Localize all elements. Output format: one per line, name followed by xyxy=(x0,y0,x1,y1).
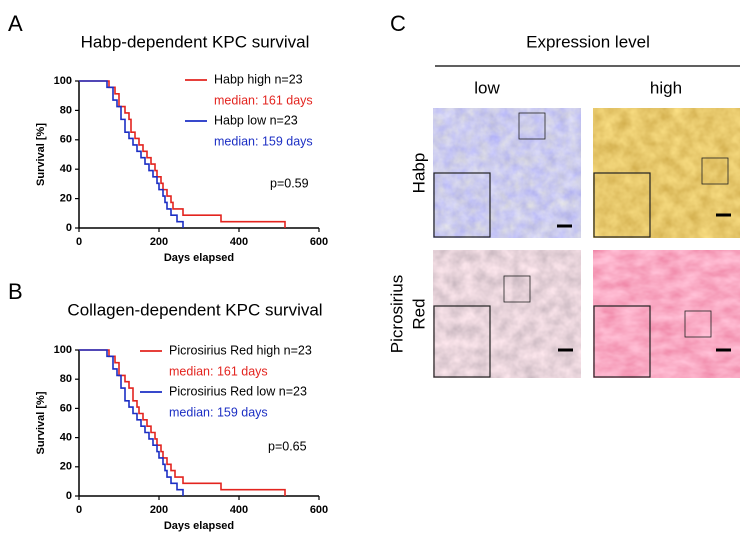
panel-title: Expression level xyxy=(526,32,650,51)
y-tick-label: 20 xyxy=(60,193,72,205)
survival-curve xyxy=(79,349,286,496)
x-tick-label: 400 xyxy=(230,504,248,516)
y-tick-label: 40 xyxy=(60,163,72,175)
median-note: median: 159 days xyxy=(214,134,313,148)
x-tick-label: 600 xyxy=(310,504,328,516)
legend-label: Habp low n=23 xyxy=(214,113,298,127)
y-tick-label: 60 xyxy=(60,402,72,414)
y-tick-label: 80 xyxy=(60,104,72,116)
y-tick-label: 100 xyxy=(54,75,72,87)
legend-label: Picrosirius Red low n=23 xyxy=(169,384,307,398)
x-tick-label: 0 xyxy=(76,236,82,248)
x-tick-label: 200 xyxy=(150,236,168,248)
survival-curve xyxy=(79,349,184,496)
panel-label: B xyxy=(8,279,23,304)
chart-title: Habp-dependent KPC survival xyxy=(81,32,310,51)
y-tick-label: 0 xyxy=(66,222,72,234)
x-axis-label: Days elapsed xyxy=(164,252,234,264)
panel-label: C xyxy=(390,11,406,36)
y-tick-label: 100 xyxy=(54,344,72,356)
charts: Habp-dependent KPC survival 0 20 40 60 80 100 0… xyxy=(35,32,328,531)
y-axis-label: Survival [%] xyxy=(35,391,47,454)
image-panel: Expression level low high Habp Picrosirius Re… xyxy=(387,32,741,379)
row-label: Picrosirius xyxy=(387,275,406,353)
chart-title: Collagen-dependent KPC survival xyxy=(67,300,322,319)
column-label: low xyxy=(474,78,500,97)
p-value: p=0.65 xyxy=(268,439,307,453)
x-tick-label: 200 xyxy=(150,504,168,516)
micrograph xyxy=(592,107,741,239)
chart: Habp-dependent KPC survival 0 20 40 60 80 100 0… xyxy=(35,32,328,263)
median-note: median: 161 days xyxy=(214,93,313,107)
y-tick-label: 60 xyxy=(60,134,72,146)
x-tick-label: 0 xyxy=(76,504,82,516)
y-tick-label: 0 xyxy=(66,490,72,502)
x-tick-label: 600 xyxy=(310,236,328,248)
micrograph xyxy=(432,249,582,379)
p-value: p=0.59 xyxy=(270,176,309,190)
median-note: median: 161 days xyxy=(169,364,268,378)
inset-boxes xyxy=(433,112,729,378)
x-tick-label: 400 xyxy=(230,236,248,248)
chart: Collagen-dependent KPC survival 0 20 40 60 80… xyxy=(35,300,328,531)
y-tick-label: 80 xyxy=(60,373,72,385)
survival-curve xyxy=(79,80,286,228)
y-tick-label: 40 xyxy=(60,432,72,444)
legend-label: Habp high n=23 xyxy=(214,72,303,86)
median-note: median: 159 days xyxy=(169,405,268,419)
scale-bars xyxy=(557,213,731,352)
survival-curve xyxy=(79,80,184,228)
legend-label: Picrosirius Red high n=23 xyxy=(169,343,312,357)
panel-label: A xyxy=(8,11,23,36)
y-axis-label: Survival [%] xyxy=(35,123,47,186)
y-tick-label: 20 xyxy=(60,461,72,473)
row-label: Red xyxy=(409,298,428,329)
x-axis-label: Days elapsed xyxy=(164,520,234,532)
micrograph xyxy=(592,249,741,379)
row-label: Habp xyxy=(409,153,428,194)
column-label: high xyxy=(650,78,682,97)
